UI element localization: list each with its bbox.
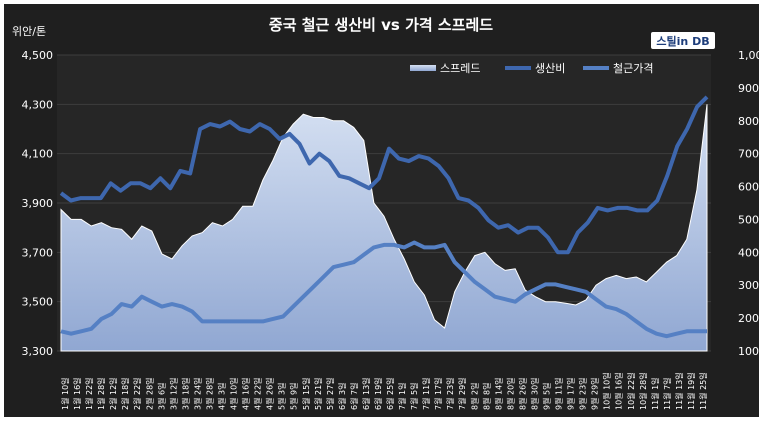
legend-swatch-spread [410,65,436,71]
x-tick-label: 9월 23일 [578,377,588,410]
x-tick-label: 8월 14일 [493,377,503,410]
x-tick-label: 10월 22일 [626,372,636,410]
y-right-tick-label: 200 [738,312,759,325]
x-tick-label: 8월 8일 [481,383,491,410]
legend: 스프레드 생산비 철근가격 [410,62,653,75]
x-tick-label: 7월 11일 [421,377,431,410]
x-tick-label: 3월 24일 [192,377,202,410]
y-right-tick-label: 500 [738,213,759,226]
x-tick-label: 7월 17일 [433,377,443,410]
y-left-tick-label: 3,300 [22,345,54,358]
x-tick-label: 9월 11일 [554,377,564,410]
x-tick-label: 8월 20일 [505,377,515,410]
x-tick-label: 8월 26일 [517,377,527,410]
y-axis-right: 100 200 300 400 500 600 700 800 900 1,000 [738,49,763,358]
x-tick-label: 9월 5일 [542,383,552,410]
y-left-tick-label: 4,100 [22,148,54,161]
x-tick-label: 1월 16일 [72,377,82,410]
x-tick-label: 6월 19일 [373,377,383,410]
y-axis-left: 3,300 3,500 3,700 3,900 4,100 4,300 4,500 [22,49,54,358]
y-right-tick-label: 300 [738,279,759,292]
y-axis-left-label: 위안/톤 [12,25,46,38]
x-tick-label: 2월 12일 [108,377,118,410]
y-right-tick-label: 100 [738,345,759,358]
y-right-tick-label: 400 [738,246,759,259]
x-tick-label: 6월 3일 [337,383,347,410]
x-tick-label: 5월 15일 [301,377,311,410]
y-left-tick-label: 4,500 [22,49,54,62]
y-right-tick-label: 800 [738,115,759,128]
x-tick-label: 1월 22일 [84,377,94,410]
x-tick-label: 11월 25일 [698,372,708,410]
x-tick-label: 6월 13일 [361,377,371,410]
x-tick-label: 11월 7일 [662,377,672,410]
x-tick-label: 4월 10일 [229,377,239,410]
x-tick-label: 7월 23일 [445,377,455,410]
x-tick-label: 9월 17일 [566,377,576,410]
x-tick-label: 10월 10일 [602,372,612,410]
x-tick-label: 10월 16일 [614,372,624,410]
y-right-tick-label: 600 [738,181,759,194]
x-tick-label: 11월 19일 [686,372,696,410]
x-tick-label: 7월 1일 [397,383,407,410]
x-tick-label: 5월 9일 [289,383,299,410]
x-tick-label: 4월 22일 [253,377,263,410]
x-tick-label: 3월 18일 [180,377,190,410]
x-tick-label: 3월 12일 [168,377,178,410]
x-tick-label: 2월 22일 [132,377,142,410]
x-tick-label: 8월 2일 [469,383,479,410]
series-spread-area [60,104,708,352]
x-tick-label: 7월 29일 [457,377,467,410]
x-tick-label: 7월 5일 [409,383,419,410]
x-tick-label: 6월 7일 [349,383,359,410]
y-left-tick-label: 3,900 [22,197,54,210]
x-tick-label: 2월 28일 [144,377,154,410]
series-steel-price-line [60,240,707,339]
x-tick-label: 5월 27일 [325,377,335,410]
x-tick-label: 4월 26일 [265,377,275,410]
x-tick-label: 11월 1일 [650,377,660,410]
legend-label-spread: 스프레드 [440,62,480,75]
chart-title: 중국 철근 생산비 vs 가격 스프레드 [269,16,493,34]
x-tick-label: 3월 28일 [204,377,214,410]
x-tick-label: 2월 18일 [120,377,130,410]
y-right-tick-label: 900 [738,82,759,95]
x-axis: 1월 10일 1월 16일 1월 22일 1월 28일 2월 12일 2월 18일 2월 2… [60,372,708,410]
x-tick-label: 1월 28일 [96,377,106,410]
x-tick-label: 5월 3일 [277,383,287,410]
x-tick-label: 8월 30일 [529,377,539,410]
y-left-tick-label: 3,700 [22,246,54,259]
x-tick-label: 1월 10일 [60,377,70,410]
y-right-tick-label: 700 [738,148,759,161]
steelin-db-logo: 스틸in DB [651,32,715,49]
series-production-cost-line [59,95,709,255]
x-tick-label: 11월 13일 [674,372,684,410]
y-left-tick-label: 3,500 [22,296,54,309]
y-right-tick-label: 1,000 [738,49,763,62]
x-tick-label: 4월 3일 [216,383,226,410]
x-tick-label: 10월 28일 [638,372,648,410]
legend-label-steel-price: 철근가격 [613,62,653,75]
x-tick-label: 6월 25일 [385,377,395,410]
x-tick-label: 3월 6일 [156,383,166,410]
y-left-tick-label: 4,300 [22,98,54,111]
x-tick-label: 5월 21일 [313,377,323,410]
x-tick-label: 9월 29일 [590,377,600,410]
x-tick-label: 4월 16일 [241,377,251,410]
legend-label-production-cost: 생산비 [535,62,565,75]
